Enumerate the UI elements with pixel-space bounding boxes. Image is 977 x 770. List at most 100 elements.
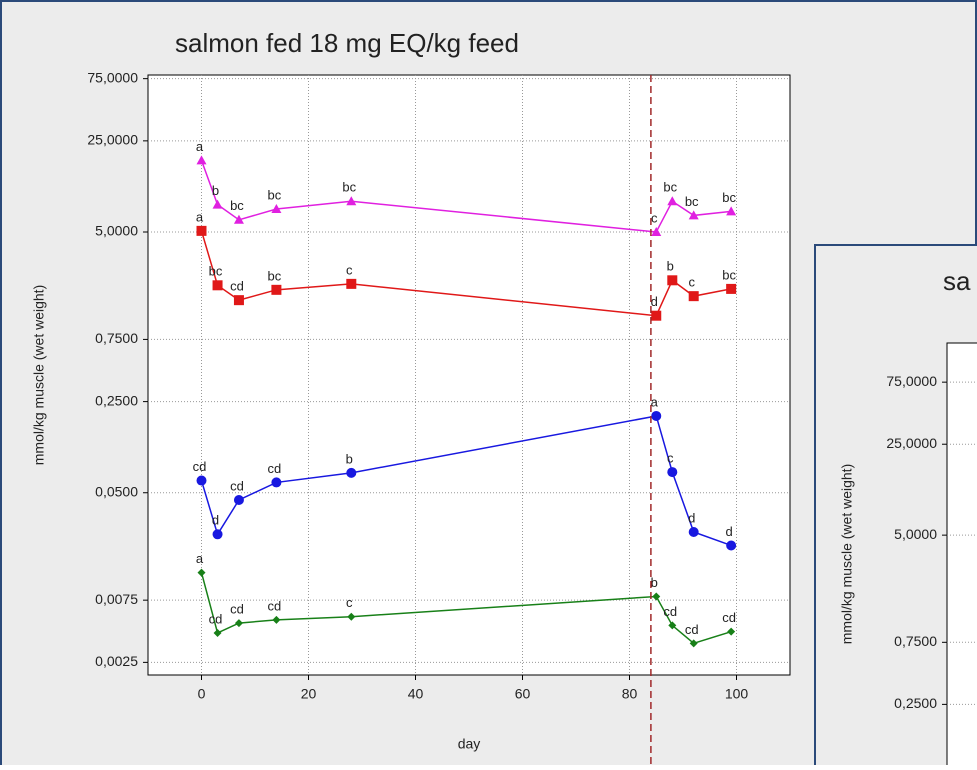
y-tick-label: 0,0500 [95,483,138,499]
y-tick-label: 75,0000 [87,69,138,85]
marker [688,526,699,537]
marker [652,592,661,601]
marker [667,467,678,478]
point-label: b [346,451,353,466]
plot-area [147,74,791,676]
plot-area [946,342,977,770]
marker [689,639,698,648]
point-label: b [651,575,658,590]
point-label: a [196,139,204,154]
marker [212,199,223,209]
point-label: bc [342,180,356,195]
point-label: d [212,513,219,528]
y-tick-label: 0,7500 [894,633,937,649]
point-label: b [667,259,674,274]
marker [197,568,206,577]
y-tick-label: 0,0025 [95,653,138,669]
point-label: cd [209,611,223,626]
point-label: a [196,209,204,224]
marker [196,225,207,236]
y-tick-label: 5,0000 [95,223,138,239]
marker [196,155,207,165]
point-label: bc [268,268,282,283]
point-label: c [346,262,353,277]
x-tick-label: 80 [622,686,638,702]
x-tick-label: 100 [725,686,749,702]
x-tick-label: 40 [408,686,424,702]
marker [668,621,677,630]
marker [346,467,357,478]
y-tick-label: 0,7500 [95,330,138,346]
marker [726,540,737,551]
point-label: c [346,595,353,610]
point-label: a [196,551,204,566]
point-label: bc [663,180,677,195]
y-tick-label: 0,2500 [95,392,138,408]
point-label: cd [268,461,282,476]
marker [726,206,737,216]
point-label: bc [722,267,736,282]
marker [271,204,282,214]
y-tick-label: 5,0000 [894,526,937,542]
marker [233,295,244,306]
point-label: c [667,451,674,466]
marker [688,291,699,302]
marker [347,612,356,621]
point-label: a [651,394,659,409]
marker [272,615,281,624]
point-label: cd [230,279,244,294]
y-tick-label: 0,0075 [95,591,138,607]
point-label: d [651,294,658,309]
marker [346,196,357,206]
chart-title: sa [943,266,971,296]
marker [234,619,243,628]
marker [651,310,662,321]
point-label: cd [193,459,207,474]
point-label: d [688,510,695,525]
point-label: d [726,524,733,539]
point-label: bc [722,190,736,205]
point-label: bc [209,264,223,279]
x-tick-label: 0 [198,686,206,702]
chart: salmon fed 18 mg EQ/kg feed mmol/kg muscl… [31,28,791,765]
x-tick-label: 60 [515,686,531,702]
point-label: c [651,210,658,225]
point-label: c [688,275,695,290]
y-axis-label: mmol/kg muscle (wet weight) [839,464,855,645]
x-tick-label: 20 [301,686,317,702]
point-label: cd [722,610,736,625]
marker [667,196,678,206]
y-tick-label: 25,0000 [87,132,138,148]
point-label: cd [230,478,244,493]
marker [651,410,662,421]
y-tick-label: 75,0000 [886,373,937,389]
marker [271,284,282,295]
point-label: cd [663,604,677,619]
marker [212,529,223,540]
y-axis-label: mmol/kg muscle (wet weight) [31,285,47,466]
marker [233,214,244,224]
point-label: cd [268,598,282,613]
marker [667,275,678,286]
marker [688,210,699,220]
marker [233,494,244,505]
marker [271,477,282,488]
marker [196,475,207,486]
chart-title: salmon fed 18 mg EQ/kg feed [175,28,519,58]
marker [727,627,736,636]
point-label: bc [268,187,282,202]
point-label: cd [685,622,699,637]
point-label: bc [685,194,699,209]
point-label: bc [230,198,244,213]
marker [212,280,223,291]
x-axis-label: day [458,736,481,752]
marker [651,226,662,236]
y-tick-label: 0,2500 [894,695,937,711]
marker [346,278,357,289]
marker [726,283,737,294]
point-label: b [212,183,219,198]
point-label: cd [230,602,244,617]
marker [213,628,222,637]
